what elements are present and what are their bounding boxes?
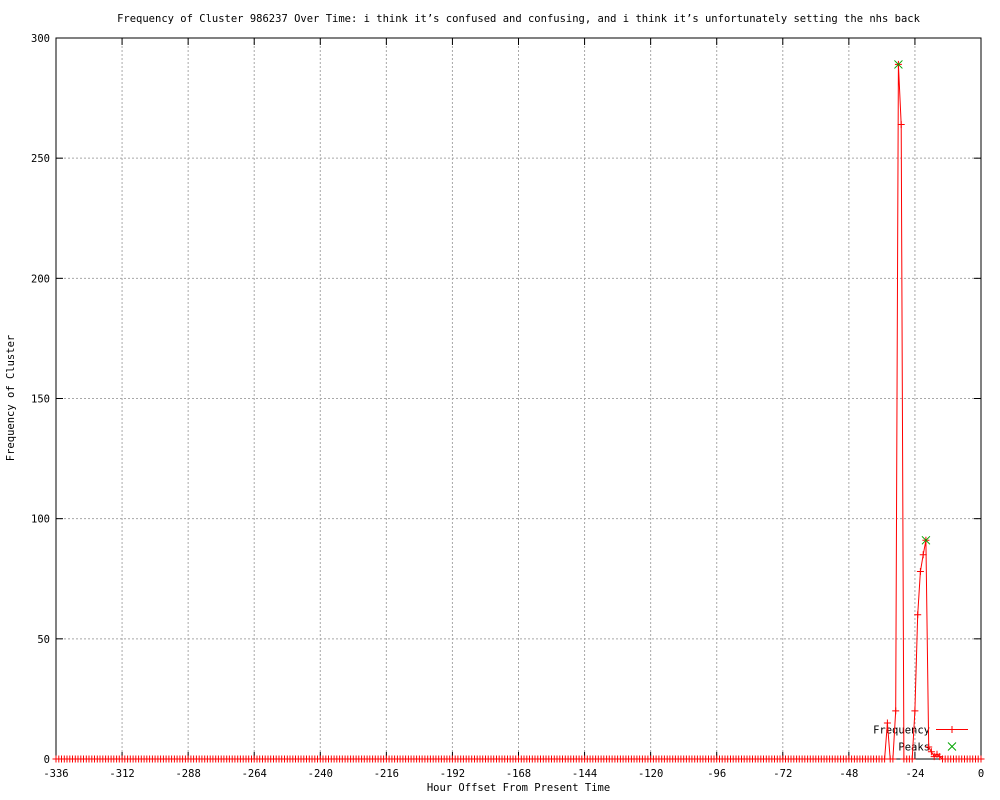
y-tick-label: 100	[31, 514, 50, 526]
x-tick-label: -216	[374, 768, 399, 780]
x-tick-label: -312	[109, 768, 134, 780]
x-tick-label: -168	[506, 768, 531, 780]
y-tick-label: 250	[31, 153, 50, 165]
x-tick-label: -264	[242, 768, 267, 780]
x-tick-label: -72	[773, 768, 792, 780]
y-tick-label: 150	[31, 394, 50, 406]
chart-title: Frequency of Cluster 986237 Over Time: i…	[117, 13, 920, 25]
y-tick-label: 200	[31, 273, 50, 285]
legend-frequency-plus-marker	[948, 726, 956, 733]
frequency-point-markers	[52, 60, 985, 763]
legend-label-peaks: Peaks	[898, 742, 930, 754]
y-tick-label: 300	[31, 33, 50, 45]
x-tick-label: -120	[638, 768, 663, 780]
x-axis-title: Hour Offset From Present Time	[426, 782, 611, 794]
x-tick-label: -288	[175, 768, 200, 780]
x-tick-label: -336	[43, 768, 68, 780]
x-tick-label: -48	[839, 768, 858, 780]
y-tick-label: 50	[37, 634, 50, 646]
x-tick-label: -192	[440, 768, 465, 780]
x-tick-label: 0	[978, 768, 984, 780]
x-tick-label: -240	[308, 768, 333, 780]
legend-peaks-cross-marker	[947, 742, 957, 751]
x-tick-label: -144	[572, 768, 597, 780]
legend-label-frequency: Frequency	[873, 725, 930, 737]
peaks-markers	[894, 60, 931, 545]
x-tick-label: -96	[707, 768, 726, 780]
x-tick-label: -24	[905, 768, 924, 780]
y-tick-label: 0	[44, 754, 50, 766]
